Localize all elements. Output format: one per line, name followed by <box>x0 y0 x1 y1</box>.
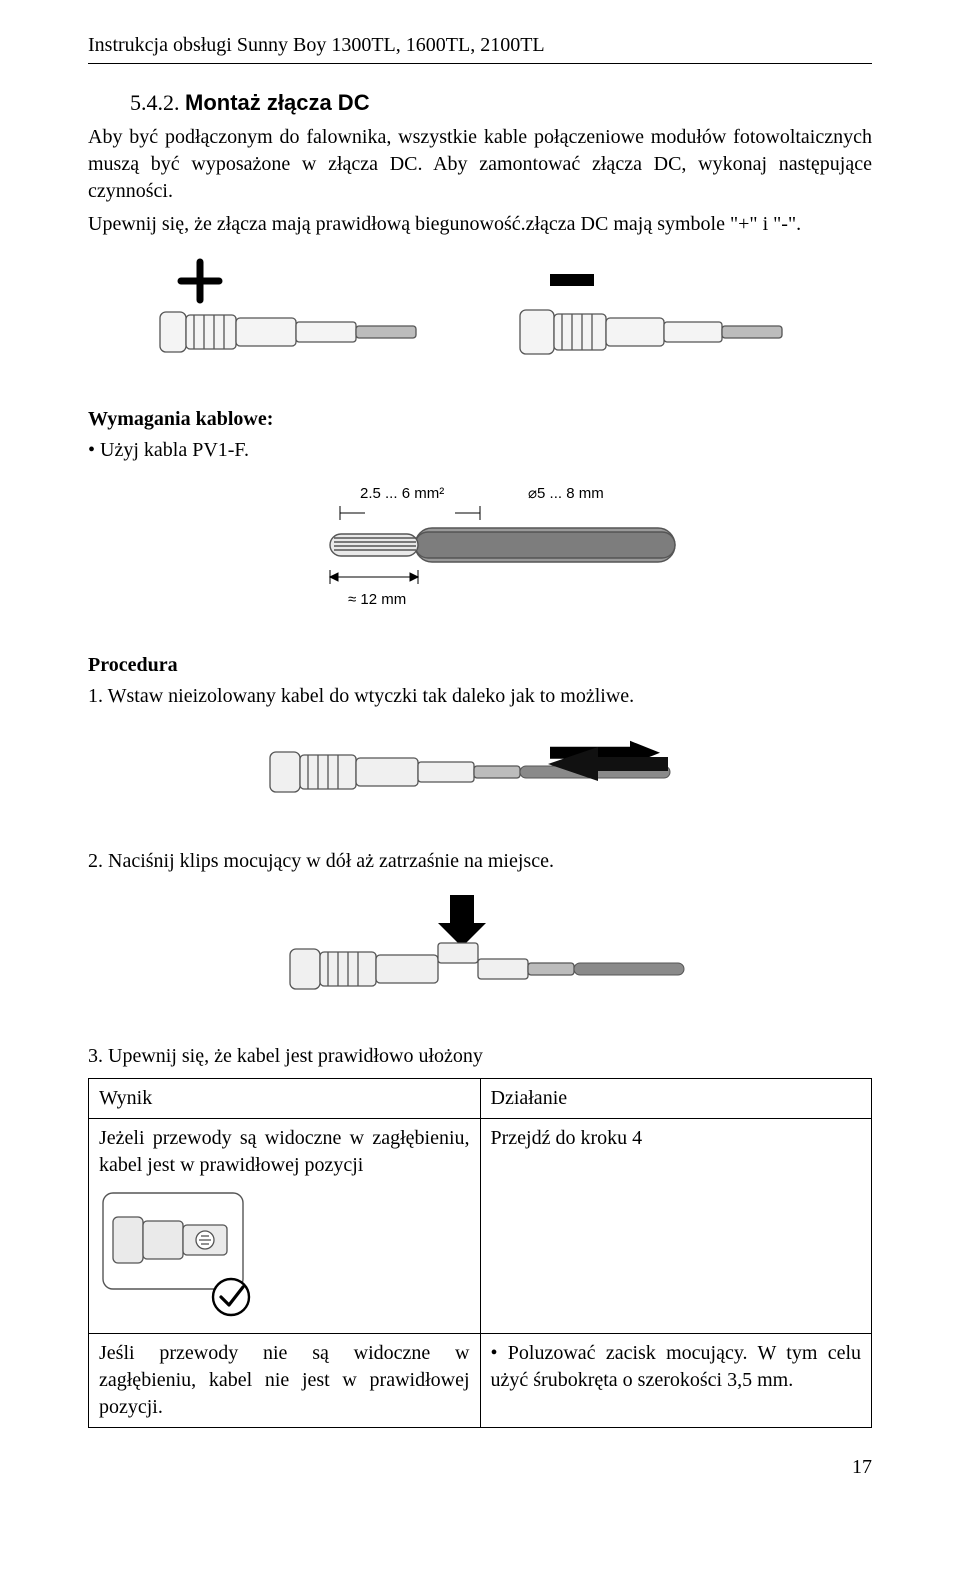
section-number: 5.4.2. <box>130 90 180 115</box>
table-r2c1: Jeśli przewody nie są widoczne w zagłębi… <box>89 1333 481 1427</box>
table-r2c2: • Poluzować zacisk mocujący. W tym celu … <box>480 1333 872 1427</box>
intro-paragraph-2: Upewnij się, że złącza mają prawidłową b… <box>88 211 872 238</box>
cable-requirement-bullet: • Użyj kabla PV1-F. <box>88 437 872 464</box>
cable-area-label: 2.5 ... 6 mm² <box>360 485 444 502</box>
page-number: 17 <box>88 1454 872 1481</box>
step-2: 2. Naciśnij klips mocujący w dół aż zatr… <box>88 848 872 875</box>
page-header: Instrukcja obsługi Sunny Boy 1300TL, 160… <box>88 32 872 64</box>
table-r1c1-text: Jeżeli przewody są widoczne w zagłębieni… <box>99 1127 470 1176</box>
cable-spec-figure: 2.5 ... 6 mm² ⌀5 ... 8 mm <box>88 478 872 626</box>
result-table: Wynik Działanie Jeżeli przewody są widoc… <box>88 1078 872 1428</box>
table-r1c2: Przejdź do kroku 4 <box>480 1118 872 1333</box>
cable-diameter-label: ⌀5 ... 8 mm <box>528 485 604 502</box>
connector-polarity-figure <box>88 252 872 380</box>
section-heading: 5.4.2. Montaż złącza DC <box>88 88 872 118</box>
step-3: 3. Upewnij się, że kabel jest prawidłowo… <box>88 1043 872 1070</box>
step-1: 1. Wstaw nieizolowany kabel do wtyczki t… <box>88 683 872 710</box>
procedure-heading: Procedura <box>88 652 872 679</box>
section-title: Montaż złącza DC <box>185 90 370 115</box>
intro-paragraph-1: Aby być podłączonym do falownika, wszyst… <box>88 124 872 205</box>
cable-requirements-heading: Wymagania kablowe: <box>88 406 872 433</box>
table-header-result: Wynik <box>89 1078 481 1118</box>
step2-figure <box>88 889 872 1017</box>
table-r1c1: Jeżeli przewody są widoczne w zagłębieni… <box>89 1118 481 1333</box>
table-header-action: Działanie <box>480 1078 872 1118</box>
cable-strip-label: ≈ 12 mm <box>348 591 406 608</box>
correct-position-figure <box>99 1179 470 1327</box>
step1-figure <box>88 724 872 822</box>
